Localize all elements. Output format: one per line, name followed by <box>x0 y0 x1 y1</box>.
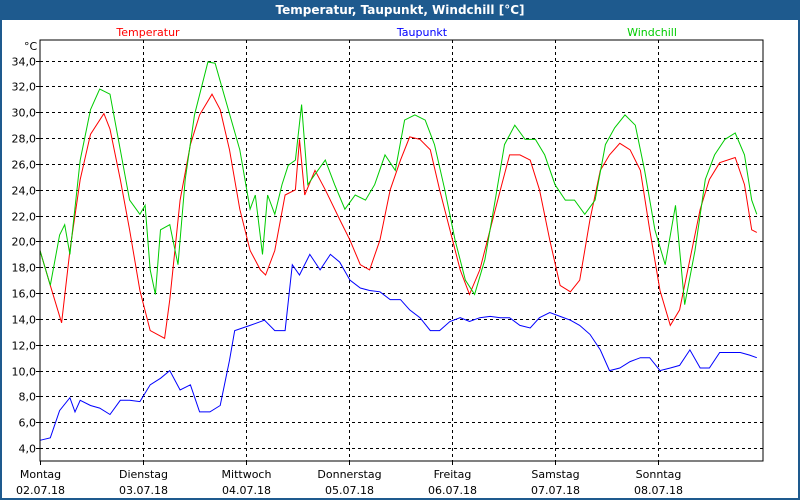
x-tick-weekday: Samstag <box>531 468 579 481</box>
x-tick-weekday: Dienstag <box>119 468 168 481</box>
series-line-windchill <box>39 61 758 305</box>
series-line-temperatur <box>39 93 758 340</box>
y-tick-label: 24,0 <box>12 185 37 198</box>
window-title: Temperatur, Taupunkt, Windchill [°C] <box>0 0 800 20</box>
y-tick-label: 6,0 <box>19 417 37 430</box>
x-tick-date: 06.07.18 <box>428 484 477 497</box>
legend-temperatur: Temperatur <box>115 26 180 39</box>
plot-border <box>39 39 764 462</box>
x-tick-date: 07.07.18 <box>531 484 580 497</box>
y-tick-label: 32,0 <box>12 81 37 94</box>
y-tick-label: 10,0 <box>12 366 37 379</box>
x-tick-date: 04.07.18 <box>222 484 271 497</box>
y-tick-label: 26,0 <box>12 159 37 172</box>
y-tick-label: 30,0 <box>12 107 37 120</box>
y-tick-label: 16,0 <box>12 288 37 301</box>
x-tick-date: 05.07.18 <box>325 484 374 497</box>
y-tick-label: 12,0 <box>12 340 37 353</box>
x-tick-date: 03.07.18 <box>119 484 168 497</box>
y-tick-label: 4,0 <box>19 443 37 456</box>
y-axis-unit: °C <box>24 40 38 53</box>
y-tick-label: 22,0 <box>12 211 37 224</box>
x-tick-weekday: Montag <box>20 468 61 481</box>
y-tick-label: 28,0 <box>12 133 37 146</box>
x-tick-weekday: Donnerstag <box>317 468 381 481</box>
legend-taupunkt: Taupunkt <box>396 26 448 39</box>
legend-windchill: Windchill <box>627 26 677 39</box>
y-tick-label: 34,0 <box>12 56 37 69</box>
x-tick-date: 02.07.18 <box>16 484 65 497</box>
x-tick-weekday: Mittwoch <box>222 468 272 481</box>
x-tick-date: 08.07.18 <box>634 484 683 497</box>
x-tick-weekday: Freitag <box>434 468 472 481</box>
y-tick-label: 8,0 <box>19 391 37 404</box>
x-tick-weekday: Sonntag <box>636 468 682 481</box>
series-line-taupunkt <box>39 253 757 441</box>
y-tick-label: 18,0 <box>12 262 37 275</box>
y-tick-label: 14,0 <box>12 314 37 327</box>
y-tick-label: 20,0 <box>12 236 37 249</box>
